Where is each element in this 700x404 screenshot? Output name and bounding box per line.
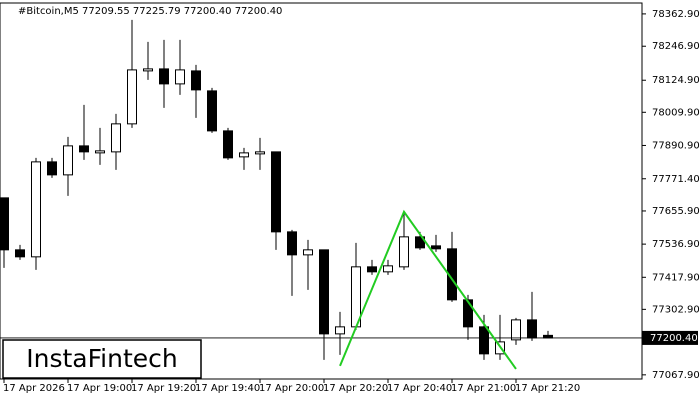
y-tick-label: 77890.90: [652, 140, 700, 151]
candle-body: [527, 319, 537, 339]
candle-body: [335, 326, 345, 335]
candle-body: [239, 152, 249, 158]
candle-body: [95, 150, 105, 154]
candle-body: [271, 151, 281, 233]
candle-body: [479, 326, 489, 355]
candle-body: [31, 161, 41, 258]
candle-body: [431, 245, 441, 250]
candle-body: [287, 231, 297, 256]
logo-box: [2, 339, 202, 379]
candle-body: [63, 145, 73, 176]
last-price-box: [642, 330, 698, 345]
candle-body: [511, 319, 521, 341]
y-tick-label: 77771.40: [652, 174, 700, 185]
x-tick-label: 17 Apr 20:20: [323, 383, 388, 394]
y-tick-label: 78246.90: [652, 41, 700, 52]
y-tick-label: 77067.90: [652, 370, 700, 381]
logo: InstaFintech: [2, 339, 202, 379]
y-tick-label: 77417.90: [652, 272, 700, 283]
candle-body: [143, 68, 153, 72]
y-tick-label: 78009.90: [652, 107, 700, 118]
x-tick-label: 17 Apr 19:00: [67, 383, 132, 394]
candle-body: [223, 130, 233, 159]
candle-body: [79, 145, 89, 153]
candle-body: [415, 236, 425, 249]
candle-body: [47, 161, 57, 176]
y-tick-label: 78124.90: [652, 75, 700, 86]
candle-body: [15, 249, 25, 258]
x-tick-label: 17 Apr 21:00: [451, 383, 516, 394]
y-tick-label: 77655.90: [652, 206, 700, 217]
pattern-line: [339, 209, 517, 370]
candle-body: [111, 123, 121, 153]
y-tick-label: 77536.90: [652, 239, 700, 250]
candle-body: [383, 265, 393, 273]
candle-body: [367, 266, 377, 273]
y-tick-label: 78362.90: [652, 9, 700, 20]
x-tick-label: 17 Apr 21:20: [515, 383, 580, 394]
candle-body: [303, 249, 313, 256]
candle-body: [175, 69, 185, 85]
candle-body: [191, 70, 201, 91]
candle-body: [207, 90, 217, 132]
candle-body: [159, 68, 169, 85]
x-tick-label: 17 Apr 20:40: [387, 383, 452, 394]
candle-body: [127, 69, 137, 125]
last-price-label: 77200.40: [650, 333, 698, 344]
x-tick-label: 17 Apr 20:00: [259, 383, 324, 394]
x-tick-label: 17 Apr 19:20: [131, 383, 196, 394]
x-tick-label: 17 Apr 2026: [3, 383, 65, 394]
logo-text: InstaFintech: [26, 344, 178, 373]
candle-body: [255, 151, 265, 155]
candle-body: [399, 236, 409, 268]
y-tick-label: 77302.90: [652, 304, 700, 315]
x-tick-label: 17 Apr 19:40: [195, 383, 260, 394]
candle-body: [0, 197, 9, 251]
header: #Bitcoin,M5 77209.55 77225.79 77200.40 7…: [18, 6, 282, 17]
candle-body: [319, 249, 329, 335]
candle-body: [463, 299, 473, 328]
